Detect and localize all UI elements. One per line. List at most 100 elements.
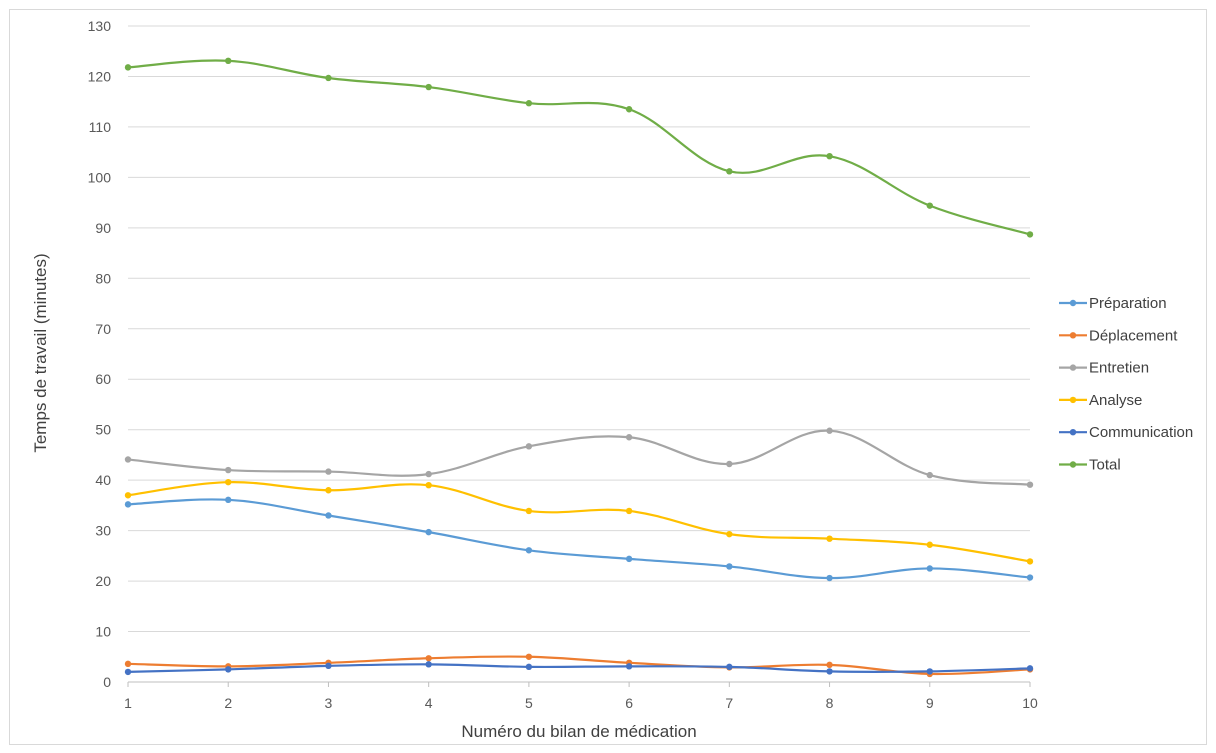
series-d-placement [124, 653, 1034, 678]
data-point [625, 555, 633, 563]
y-tick-label: 70 [95, 321, 111, 337]
data-point [826, 427, 833, 434]
data-point [425, 528, 432, 536]
data-point [525, 547, 533, 554]
legend-marker [1069, 396, 1077, 404]
data-point [425, 482, 432, 489]
legend-item: Communication [1059, 424, 1193, 441]
x-tick-label: 2 [224, 695, 232, 711]
y-tick-label: 20 [95, 573, 111, 589]
data-point [926, 202, 933, 209]
legend-marker [1069, 332, 1077, 339]
data-point [325, 662, 332, 670]
data-point [325, 487, 332, 494]
data-point [425, 83, 432, 91]
data-point [826, 152, 833, 160]
data-point [826, 668, 833, 675]
y-tick-label: 80 [95, 270, 111, 286]
data-point [124, 668, 132, 676]
data-point [1026, 665, 1034, 672]
legend-item: Entretien [1059, 360, 1149, 377]
data-point [525, 507, 533, 515]
legend-item: Total [1059, 457, 1121, 474]
legend: Préparation Déplacement Entretien Analyse Co… [1059, 295, 1193, 474]
data-point [1026, 558, 1034, 565]
x-tick-label: 5 [525, 695, 533, 711]
data-point [225, 666, 232, 673]
x-tick-label: 1 [124, 695, 132, 711]
legend-item: Déplacement [1059, 327, 1178, 344]
data-point [124, 492, 132, 499]
data-point [225, 57, 232, 65]
series-total [124, 57, 1034, 238]
legend-marker [1069, 429, 1077, 436]
data-point [124, 660, 132, 668]
y-tick-label: 100 [88, 169, 112, 185]
data-point [225, 478, 232, 486]
x-tick-label: 4 [425, 695, 433, 711]
legend-label: Entretien [1089, 360, 1149, 377]
data-point [1026, 574, 1034, 581]
data-point [325, 74, 332, 82]
y-tick-label: 50 [95, 422, 111, 438]
data-point [525, 100, 533, 107]
data-point [826, 574, 833, 582]
series-line [126, 498, 1032, 580]
series-line [126, 655, 1032, 676]
series-communication [124, 661, 1034, 676]
series-layer [124, 57, 1034, 678]
chart-frame [9, 9, 1207, 745]
data-point [425, 655, 432, 662]
y-tick-label: 90 [95, 220, 111, 236]
legend-item: Analyse [1059, 392, 1142, 409]
y-axis-title: Temps de travail (minutes) [31, 253, 50, 452]
data-point [826, 535, 833, 542]
y-tick-label: 110 [89, 119, 112, 135]
data-point [726, 168, 733, 175]
axes: 0 10 20 30 40 50 60 70 80 90 100 110 120 130 1 2 3 4 5 6 7 8 9… [88, 18, 1038, 711]
x-tick-label: 6 [625, 695, 633, 711]
data-point [525, 653, 533, 660]
data-point [425, 661, 432, 668]
data-point [625, 106, 633, 113]
series-analyse [124, 478, 1034, 565]
y-tick-label: 130 [88, 18, 112, 34]
legend-item: Préparation [1059, 295, 1167, 312]
data-point [926, 565, 933, 572]
data-point [926, 668, 933, 675]
data-point [926, 471, 933, 479]
data-point [124, 456, 132, 463]
legend-label: Préparation [1089, 295, 1167, 312]
y-tick-label: 10 [95, 624, 111, 640]
data-point [625, 434, 633, 441]
data-point [1026, 481, 1034, 488]
series-line [126, 663, 1032, 674]
data-point [625, 507, 633, 515]
legend-label: Communication [1089, 424, 1193, 441]
data-point [726, 663, 733, 671]
data-point [525, 663, 533, 671]
y-tick-label: 60 [95, 371, 111, 387]
data-point [1026, 231, 1034, 238]
legend-marker [1069, 364, 1077, 371]
y-tick-label: 120 [88, 68, 112, 84]
data-point [325, 512, 332, 519]
data-point [625, 663, 633, 670]
y-tick-label: 40 [95, 472, 111, 488]
x-tick-label: 7 [725, 695, 733, 711]
x-tick-label: 3 [325, 695, 333, 711]
data-point [425, 470, 432, 478]
gridlines [128, 25, 1030, 633]
data-point [726, 460, 733, 468]
x-axis-title: Numéro du bilan de médication [461, 722, 696, 741]
data-point [225, 496, 232, 504]
series-line [126, 59, 1032, 236]
data-point [225, 466, 232, 474]
data-point [726, 530, 733, 538]
legend-label: Déplacement [1089, 327, 1178, 344]
series-line [126, 429, 1032, 486]
series-line [126, 481, 1032, 563]
legend-marker [1069, 299, 1077, 307]
x-tick-label: 8 [826, 695, 834, 711]
data-point [325, 468, 332, 475]
